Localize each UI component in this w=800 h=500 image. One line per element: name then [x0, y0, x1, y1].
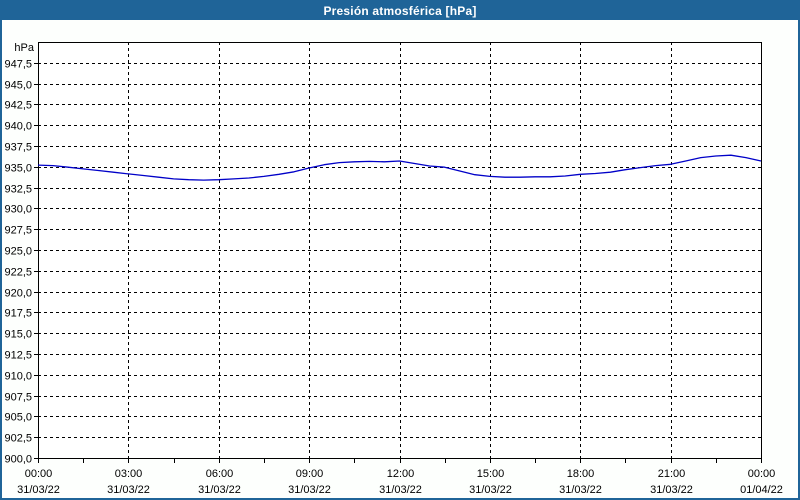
x-time-label: 06:00: [206, 468, 234, 480]
y-tick-label: 902,5: [4, 433, 32, 445]
y-tick-label: 917,5: [4, 308, 32, 320]
y-tick-label: 920,0: [4, 288, 32, 300]
x-time-label: 00:00: [25, 468, 53, 480]
y-tick-label: 915,0: [4, 329, 32, 341]
y-tick-label: 930,0: [4, 204, 32, 216]
title-bar: Presión atmosférica [hPa]: [2, 2, 798, 20]
x-time-label: 09:00: [296, 468, 324, 480]
window-title: Presión atmosférica [hPa]: [323, 4, 477, 18]
x-date-label: 31/03/22: [198, 484, 241, 496]
x-time-label: 15:00: [477, 468, 505, 480]
plot-border: [38, 42, 762, 459]
y-tick-label: 945,0: [4, 80, 32, 92]
y-tick-label: 942,5: [4, 100, 32, 112]
x-date-label: 31/03/22: [650, 484, 693, 496]
y-tick-label: 907,5: [4, 392, 32, 404]
x-time-label: 03:00: [115, 468, 143, 480]
x-date-label: 31/03/22: [469, 484, 512, 496]
pressure-line: [37, 154, 762, 181]
x-time-label: 00:00: [748, 468, 776, 480]
x-date-label: 31/03/22: [288, 484, 331, 496]
y-tick-label: 910,0: [4, 371, 32, 383]
y-tick-label: 937,5: [4, 142, 32, 154]
y-tick-label: 932,5: [4, 184, 32, 196]
y-tick-label: 905,0: [4, 412, 32, 424]
y-tick-label: 940,0: [4, 121, 32, 133]
y-tick-label: 935,0: [4, 163, 32, 175]
y-tick-label: 947,5: [4, 59, 32, 71]
x-time-label: 18:00: [567, 468, 595, 480]
x-date-label: 31/03/22: [379, 484, 422, 496]
x-time-label: 12:00: [387, 468, 415, 480]
y-axis-unit: hPa: [14, 42, 34, 54]
y-tick-label: 925,0: [4, 246, 32, 258]
x-date-label: 31/03/22: [559, 484, 602, 496]
x-date-label: 31/03/22: [17, 484, 60, 496]
x-time-label: 21:00: [658, 468, 686, 480]
y-tick-label: 922,5: [4, 267, 32, 279]
y-tick-label: 912,5: [4, 350, 32, 362]
x-date-label: 01/04/22: [740, 484, 783, 496]
y-tick-label: 927,5: [4, 225, 32, 237]
x-date-label: 31/03/22: [107, 484, 150, 496]
y-tick-label: 900,0: [4, 454, 32, 466]
